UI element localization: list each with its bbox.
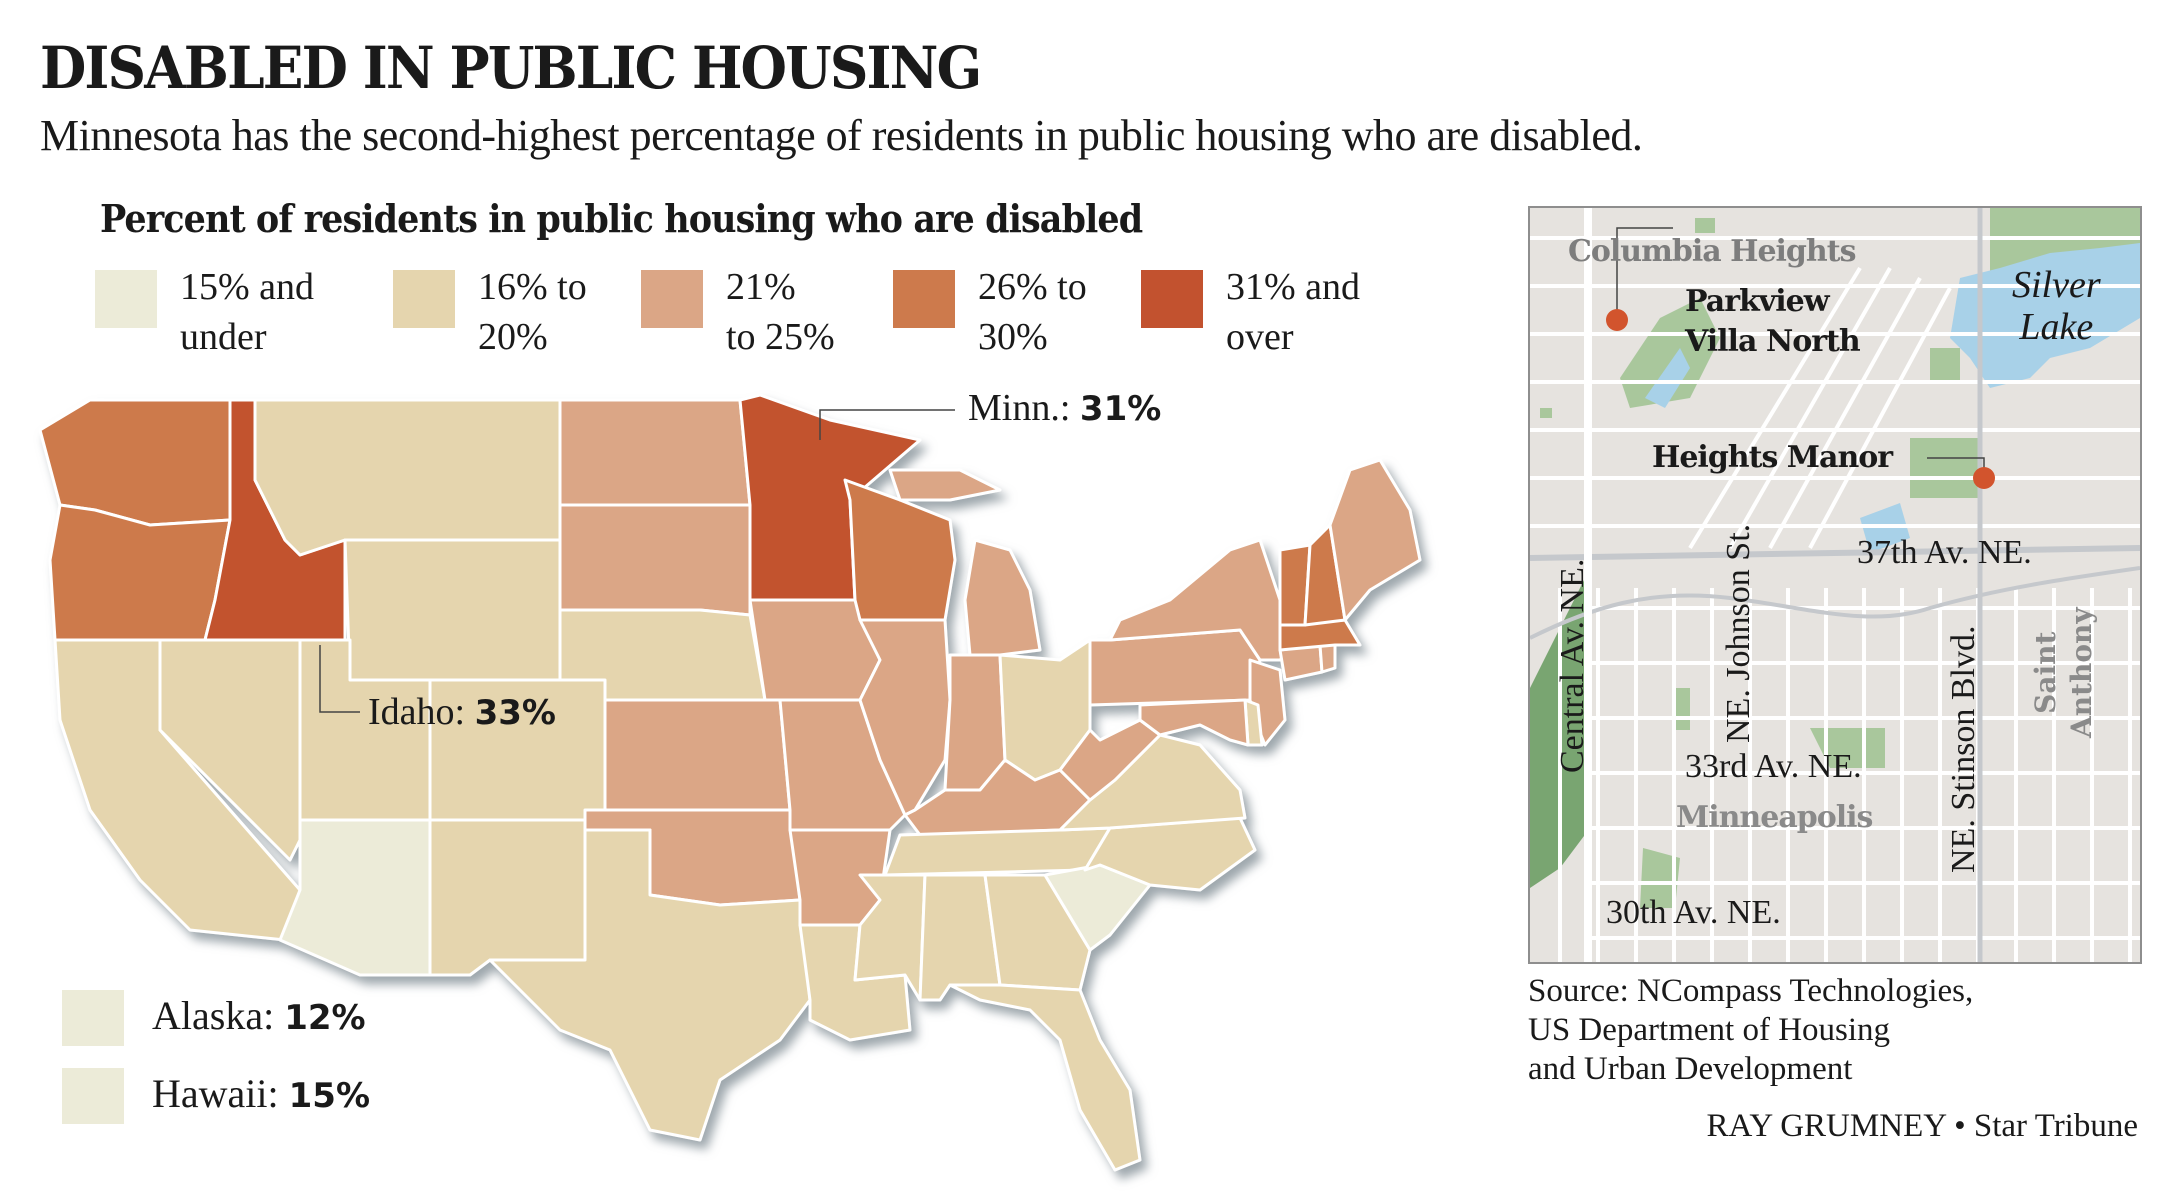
street-label-stinson: NE. Stinson Blvd. [1945,625,1982,873]
legend-swatch [393,270,455,328]
legend-title: Percent of residents in public housing w… [100,196,1143,241]
legend-swatch [1141,270,1203,328]
legend-swatch [95,270,157,328]
state-wy [343,538,562,682]
park-area [1930,348,1960,383]
hawaii-swatch [62,1068,124,1124]
legend-label: 26% to 30% [978,266,1087,358]
inset-map-graphic [1530,208,2140,962]
street-line [1808,287,1952,549]
us-choropleth-map [38,393,1422,1172]
water-label-silver-lake: Silver Lake [2012,264,2101,348]
park-area [1540,408,1552,418]
street-line [1688,266,1862,550]
site-label-heights-manor: Heights Manor [1652,440,1893,475]
idaho-leader-line [319,645,360,713]
alaska-label: Alaska: 12% [152,993,366,1038]
park-area [1695,218,1715,233]
legend-label: 16% to 20% [478,266,587,358]
state-pa [1088,628,1262,707]
legend-swatch [641,270,703,328]
alaska-swatch [62,990,124,1046]
area-label-minneapolis: Minneapolis [1676,800,1873,835]
page-subtitle: Minnesota has the second-highest percent… [40,111,1643,160]
state-nv [158,638,302,862]
state-sd [558,503,752,617]
minn-callout: Minn.: 31% [968,387,1162,429]
state-mi [888,468,1042,657]
state-ks [603,698,792,812]
state-md [1138,698,1250,747]
area-label-saint-anthony: Saint Anthony [2029,607,2098,738]
source-note: Source: NCompass Technologies, US Departm… [1528,973,1974,1087]
state-ri [1318,643,1337,674]
park-area [1640,848,1680,908]
site-label-parkview: Parkview Villa North [1685,284,1861,359]
legend-label: 21% to 25% [726,266,835,358]
state-mt [253,398,562,557]
street-label-30th: 30th Av. NE. [1606,894,1781,931]
heights-manor-marker [1973,467,1995,489]
parkview-marker [1606,309,1628,331]
legend-label: 15% and under [180,266,315,358]
street-label-37th: 37th Av. NE. [1857,534,2032,571]
hawaii-label: Hawaii: 15% [152,1071,371,1116]
parkview-leader [1616,227,1673,320]
street-line [1728,267,1892,549]
page-title: DISABLED IN PUBLIC HOUSING [40,34,982,102]
inset-map: Columbia Heights Parkview Villa North Hei… [1528,206,2142,964]
state-me [1328,458,1422,622]
highway-curve [1530,566,2140,640]
state-fl [948,983,1142,1172]
legend-swatch [893,270,955,328]
highway-37th [1530,545,2140,561]
street-label-central: Central Av. NE. [1554,558,1591,773]
area-label-columbia-heights: Columbia Heights [1568,234,1856,269]
street-label-johnson: NE. Johnson St. [1720,523,1757,743]
legend-label: 31% and over [1226,266,1361,358]
state-or [48,503,232,642]
state-ga [983,873,1092,992]
idaho-callout: Idaho: 33% [368,691,556,733]
park-area [1810,728,1885,768]
state-nm [428,818,587,977]
state-nd [558,398,752,507]
street-label-33rd: 33rd Av. NE. [1685,748,1862,785]
park-area [1910,438,1980,498]
state-tx [488,828,812,1142]
silver-lake [1950,243,2140,388]
credit-line: RAY GRUMNEY • Star Tribune [1706,1108,2138,1144]
minn-leader-line [819,409,955,440]
street-line [1768,277,1922,549]
pond [1645,348,1690,408]
state-az [278,818,432,977]
